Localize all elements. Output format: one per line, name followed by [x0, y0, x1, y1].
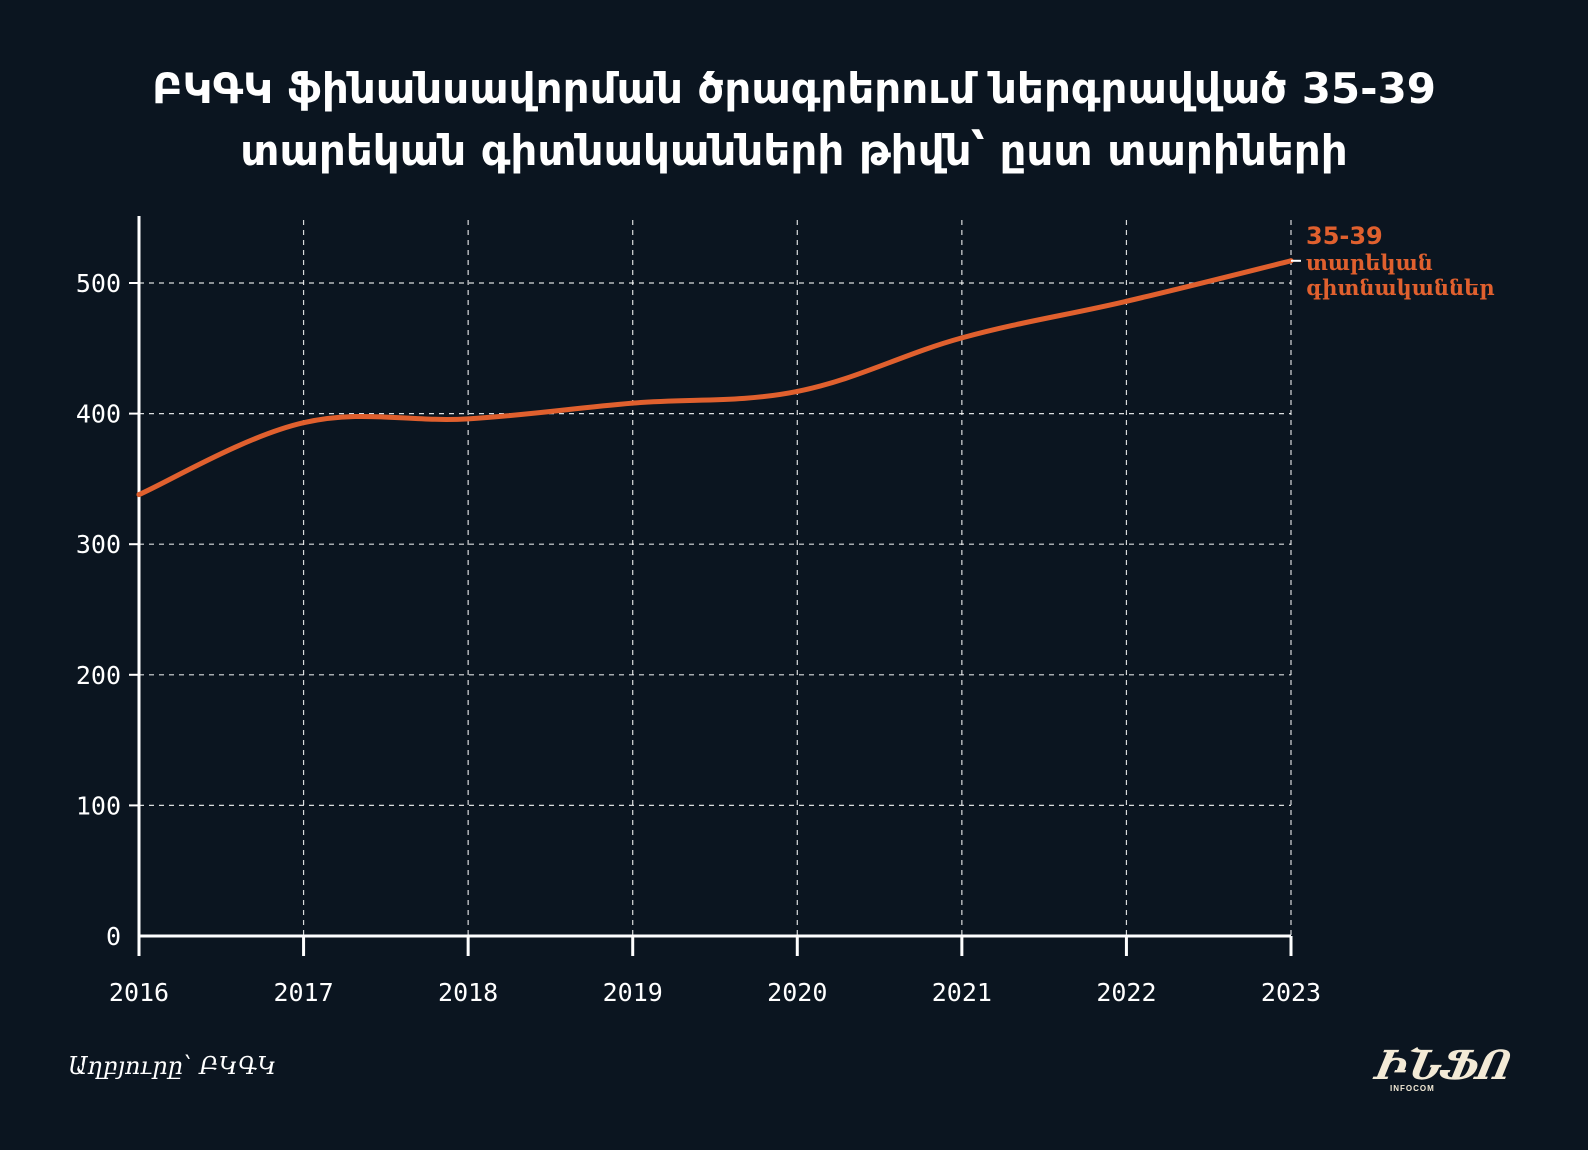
x-tick-label: 2018 — [438, 978, 498, 1007]
y-tick-label: 100 — [76, 791, 121, 820]
series — [136, 258, 1294, 498]
data-point-2017 — [301, 420, 307, 426]
y-tick-label: 0 — [106, 922, 121, 951]
y-tick-labels: 0 100 200 300 400 500 — [76, 269, 121, 951]
x-tick-label: 2022 — [1096, 978, 1156, 1007]
y-tick-label: 300 — [76, 530, 121, 559]
infocom-logo: ԻՆՖՈ INFOCOM — [1371, 1042, 1526, 1096]
source-note: Աղբյուրը՝ ԲԿԳԿ — [68, 1052, 277, 1080]
chart-title: ԲԿԳԿ ֆինանսավորման ծրագրերում ներգրավված… — [151, 64, 1437, 175]
x-tick-labels: 2016 2017 2018 2019 2020 2021 2022 2023 — [109, 978, 1321, 1007]
x-tick-label: 2021 — [932, 978, 992, 1007]
y-tick-label: 200 — [76, 661, 121, 690]
series-label-line-3: գիտնականներ — [1306, 275, 1495, 300]
data-point-2020 — [794, 388, 800, 394]
data-point-2016 — [136, 492, 142, 498]
series-label-line-2: տարեկան — [1306, 250, 1433, 275]
logo-wordmark: ԻՆՖՈ — [1371, 1042, 1516, 1089]
data-point-2019 — [630, 400, 636, 406]
gridlines — [139, 220, 1292, 936]
x-tick-label: 2020 — [767, 978, 827, 1007]
data-point-2018 — [465, 416, 471, 422]
y-tick-label: 400 — [76, 400, 121, 429]
series-line — [136, 258, 1294, 498]
logo-subtitle: INFOCOM — [1390, 1084, 1435, 1093]
y-tick-label: 500 — [76, 269, 121, 298]
series-label-line-1: 35-39 — [1306, 222, 1383, 250]
data-point-2022 — [1123, 298, 1129, 304]
axes — [129, 216, 1293, 956]
x-tick-label: 2017 — [273, 978, 333, 1007]
x-tick-label: 2019 — [603, 978, 663, 1007]
x-tick-label: 2023 — [1261, 978, 1321, 1007]
data-point-2021 — [959, 335, 965, 341]
x-tick-label: 2016 — [109, 978, 169, 1007]
